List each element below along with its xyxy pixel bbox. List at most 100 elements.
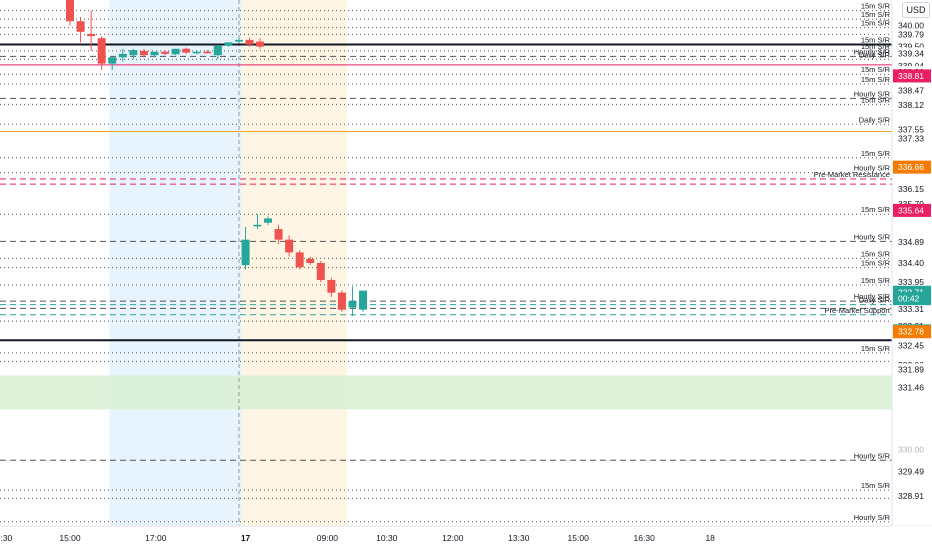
time-axis-label: 17:00 <box>145 533 167 543</box>
price-axis-label: 339.34 <box>898 48 924 58</box>
sr-line-label: Hourly S/R <box>854 232 891 241</box>
candle-body <box>171 48 180 55</box>
price-tag-label: 00:42 <box>898 294 920 304</box>
time-axis-label: 12:00 <box>442 533 464 543</box>
price-label-bg <box>893 47 931 60</box>
candle-body <box>256 41 265 47</box>
sr-line-label: Hourly S/R <box>854 513 891 522</box>
time-axis-label: 15:00 <box>568 533 590 543</box>
sr-line-label: 15m S/R <box>861 276 891 285</box>
candle-body <box>66 0 74 22</box>
price-axis-label: 331.46 <box>898 383 924 393</box>
price-axis-label: 340.00 <box>898 20 924 30</box>
price-tag <box>893 325 931 339</box>
sr-line-label: 15m S/R <box>861 95 891 104</box>
sr-line-label: 15m S/R <box>861 10 891 19</box>
price-axis-label: 334.89 <box>898 237 924 247</box>
candle-body <box>139 50 148 56</box>
time-axis-label: 15:00 <box>59 533 81 543</box>
price-axis-label: 337.33 <box>898 134 924 144</box>
time-axis <box>0 526 892 550</box>
candle-body <box>224 42 233 46</box>
sr-line-label: Hourly S/R <box>854 451 891 460</box>
candle-body <box>213 45 222 56</box>
candle-body <box>316 263 325 280</box>
price-tag-label: 332.78 <box>898 327 924 337</box>
candle-body <box>150 51 159 56</box>
sr-line-label: 15m S/R <box>861 149 891 158</box>
time-axis-label: 3:30 <box>0 533 13 543</box>
candle-body <box>97 38 106 64</box>
candle-body <box>182 48 191 53</box>
price-axis-label: 334.40 <box>898 258 924 268</box>
price-label-bg <box>893 276 931 289</box>
sr-line-label: Hourly S/R <box>854 89 891 98</box>
axis-corner <box>892 526 932 550</box>
sr-line-label: Daily S/R <box>859 115 891 124</box>
price-axis-label: 333.31 <box>898 304 924 314</box>
candle-body <box>245 39 254 45</box>
sr-line-label: 15m S/R <box>861 259 891 268</box>
candle-body <box>203 51 212 54</box>
price-axis-label: 331.89 <box>898 364 924 374</box>
price-axis-label: 338.12 <box>898 100 924 110</box>
price-axis-label: 339.79 <box>898 29 924 39</box>
sr-line-label: 15m S/R <box>861 249 891 258</box>
time-axis-label: 10:30 <box>376 533 398 543</box>
price-label-bg <box>893 381 931 394</box>
candle-body <box>337 292 346 310</box>
price-axis-label: 328.91 <box>898 491 924 501</box>
price-label-bg <box>893 257 931 269</box>
price-axis-label: 337.55 <box>898 124 924 134</box>
candle-body <box>359 290 368 310</box>
sr-line-label: Hourly S/R <box>854 164 891 173</box>
candle-body <box>108 57 117 64</box>
price-label-bg <box>893 182 931 195</box>
price-label-bg <box>893 132 931 145</box>
candle-body <box>87 33 96 37</box>
candle-body <box>264 218 272 223</box>
candle-body <box>295 252 304 268</box>
sr-line-label: 15m S/R <box>861 344 891 353</box>
price-label-bg <box>893 123 931 136</box>
sr-line-label: Daily S/R <box>859 50 891 59</box>
candle-body <box>118 53 127 58</box>
price-label-bg <box>893 236 931 249</box>
time-axis-label: 18 <box>705 533 715 543</box>
candle-body <box>348 301 357 308</box>
price-tag <box>893 69 931 83</box>
currency-badge[interactable]: USD <box>902 2 930 18</box>
time-axis-label: 09:00 <box>317 533 339 543</box>
price-tag <box>893 160 931 174</box>
price-tag-label: 338.81 <box>898 71 924 81</box>
price-axis-label: 336.15 <box>898 184 924 194</box>
price-tag <box>893 203 931 217</box>
sr-line-label: 15m S/R <box>861 65 891 74</box>
price-axis-label: 333.95 <box>898 277 924 287</box>
time-axis-label: 16:30 <box>634 533 656 543</box>
price-label-bg <box>893 28 931 41</box>
price-label-bg <box>893 99 931 112</box>
sr-line-label: Hourly S/R <box>854 292 891 301</box>
sr-line-label: 15m S/R <box>861 42 891 51</box>
price-label-bg <box>893 303 931 316</box>
sr-line-label: Pre-Market Resistance <box>814 170 890 179</box>
price-axis-label: 339.50 <box>898 42 924 52</box>
price-axis-faint-label: 330.00 <box>898 445 924 455</box>
demand-zone <box>0 375 892 410</box>
price-tag <box>893 292 931 306</box>
price-label-bg <box>893 465 931 478</box>
time-axis-label: 17 <box>241 533 251 543</box>
candle-body <box>274 229 283 240</box>
price-axis-label: 338.47 <box>898 85 924 95</box>
candle-body <box>76 21 85 32</box>
candle-body <box>192 51 201 54</box>
sr-line-label: 15m S/R <box>861 36 891 45</box>
candle-body <box>241 239 250 266</box>
sr-line-label: 15m S/R <box>861 205 891 214</box>
price-axis-label: 329.49 <box>898 466 924 476</box>
price-axis-label: 332.45 <box>898 341 924 351</box>
candle-body <box>306 258 315 263</box>
candle-body <box>327 279 336 293</box>
